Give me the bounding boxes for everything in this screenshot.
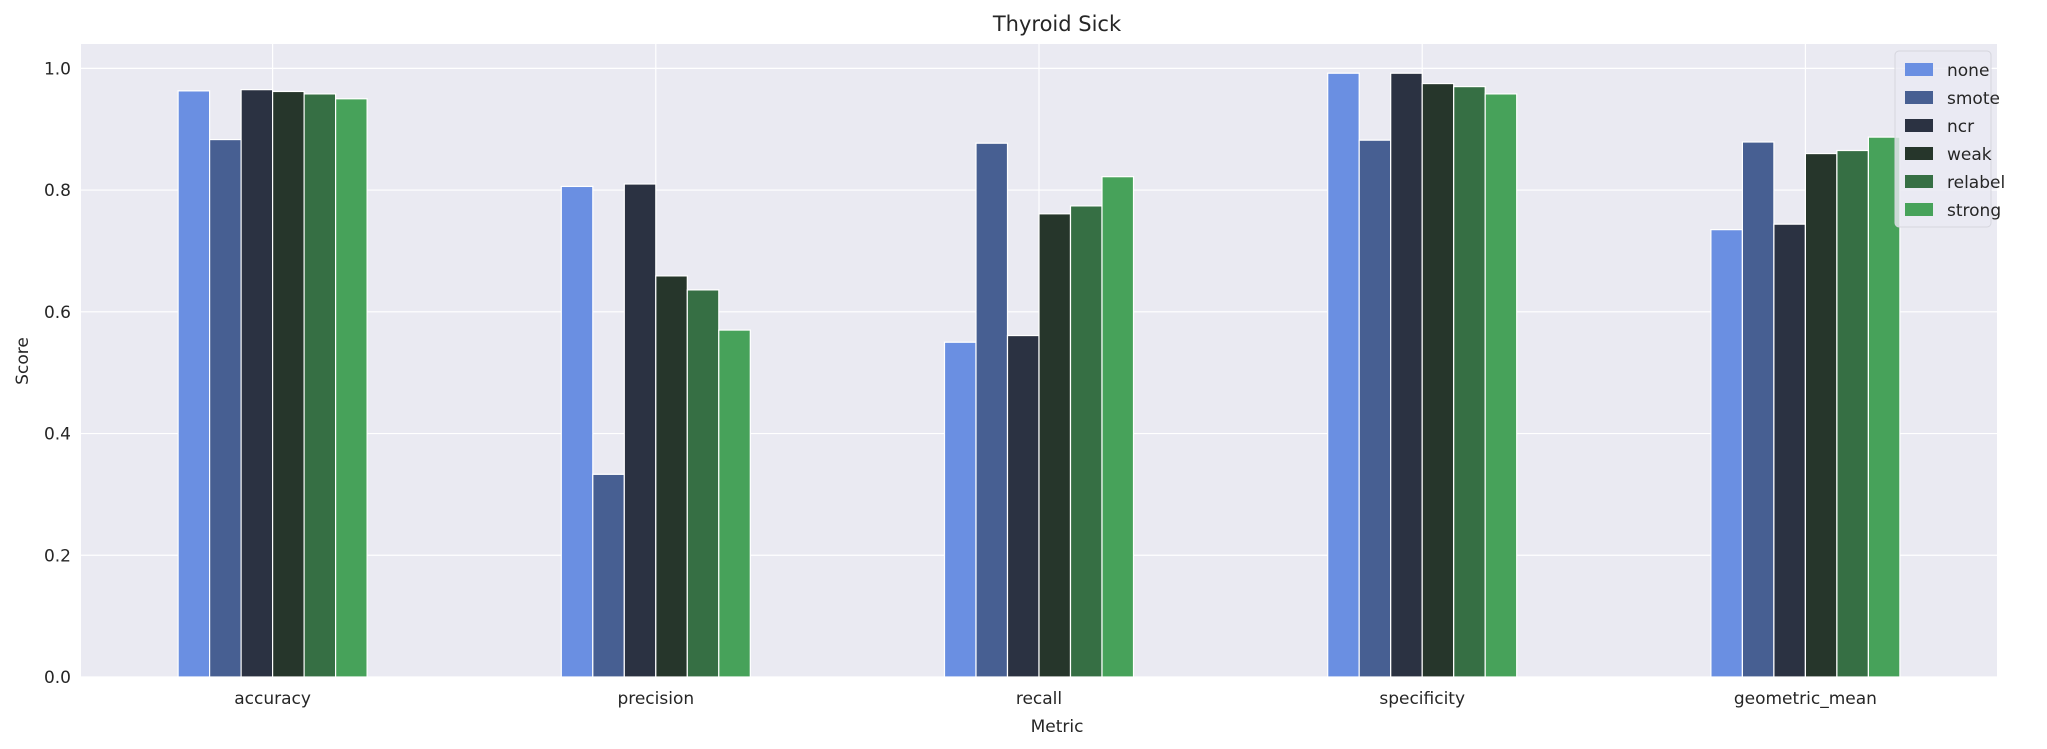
bar-none-accuracy bbox=[177, 90, 211, 678]
bar-none-geometric_mean bbox=[1710, 229, 1744, 678]
legend-swatch-weak bbox=[1905, 147, 1933, 160]
bar-smote-specificity bbox=[1358, 139, 1392, 678]
bar-strong-geometric_mean bbox=[1867, 136, 1901, 678]
bars-group bbox=[177, 72, 1901, 678]
bar-ncr-specificity bbox=[1390, 72, 1423, 678]
legend-swatch-none bbox=[1905, 63, 1933, 76]
bar-none-recall bbox=[943, 341, 977, 678]
legend-label-ncr: ncr bbox=[1947, 117, 1974, 137]
x-tick-label: geometric_mean bbox=[1734, 689, 1877, 709]
x-axis-ticks: accuracy precision recall specificity geomet… bbox=[234, 689, 1877, 709]
bar-ncr-accuracy bbox=[240, 89, 274, 678]
bar-smote-precision bbox=[592, 473, 625, 678]
legend-swatch-ncr bbox=[1905, 119, 1933, 132]
y-tick-label: 0.0 bbox=[44, 668, 71, 688]
bar-smote-accuracy bbox=[209, 138, 242, 678]
bar-weak-specificity bbox=[1421, 82, 1455, 678]
bar-weak-geometric_mean bbox=[1804, 152, 1838, 678]
bar-weak-recall bbox=[1038, 213, 1072, 678]
legend-swatch-relabel bbox=[1905, 175, 1933, 188]
legend: none smote ncr weak relabel strong bbox=[1894, 50, 2005, 228]
legend-label-relabel: relabel bbox=[1947, 173, 2005, 193]
y-tick-label: 0.8 bbox=[44, 181, 71, 201]
bar-relabel-accuracy bbox=[303, 93, 337, 678]
bar-weak-precision bbox=[655, 275, 688, 678]
bar-strong-specificity bbox=[1484, 93, 1518, 678]
bar-relabel-specificity bbox=[1453, 86, 1486, 678]
bar-relabel-geometric_mean bbox=[1836, 149, 1870, 678]
bar-relabel-recall bbox=[1069, 205, 1103, 678]
x-tick-label: recall bbox=[1016, 689, 1062, 709]
x-axis-label: Metric bbox=[1031, 717, 1084, 737]
x-tick-label: specificity bbox=[1379, 689, 1465, 709]
bar-strong-precision bbox=[718, 329, 751, 678]
bar-none-specificity bbox=[1327, 72, 1360, 678]
bar-weak-accuracy bbox=[272, 90, 305, 678]
legend-swatch-strong bbox=[1905, 203, 1933, 216]
bar-none-precision bbox=[560, 185, 594, 678]
legend-label-smote: smote bbox=[1947, 89, 2000, 109]
legend-swatch-smote bbox=[1905, 91, 1933, 104]
bar-ncr-precision bbox=[623, 183, 657, 678]
legend-label-weak: weak bbox=[1947, 145, 1992, 165]
bar-relabel-precision bbox=[686, 289, 720, 678]
y-axis-ticks: 0.0 0.2 0.4 0.6 0.8 1.0 bbox=[44, 59, 71, 688]
x-tick-label: accuracy bbox=[234, 689, 311, 709]
legend-label-strong: strong bbox=[1947, 201, 2001, 221]
x-tick-label: precision bbox=[617, 689, 694, 709]
y-tick-label: 0.4 bbox=[44, 425, 71, 445]
y-tick-label: 1.0 bbox=[44, 59, 71, 79]
bar-strong-recall bbox=[1101, 176, 1135, 678]
bar-smote-recall bbox=[975, 142, 1009, 678]
chart-title: Thyroid Sick bbox=[992, 12, 1122, 36]
bar-ncr-geometric_mean bbox=[1773, 223, 1807, 678]
y-tick-label: 0.6 bbox=[44, 303, 71, 323]
legend-label-none: none bbox=[1947, 61, 1989, 81]
y-tick-label: 0.2 bbox=[44, 546, 71, 566]
y-axis-label: Score bbox=[13, 337, 33, 385]
bar-ncr-recall bbox=[1006, 334, 1040, 678]
bar-smote-geometric_mean bbox=[1741, 141, 1775, 678]
bar-strong-accuracy bbox=[335, 98, 368, 678]
